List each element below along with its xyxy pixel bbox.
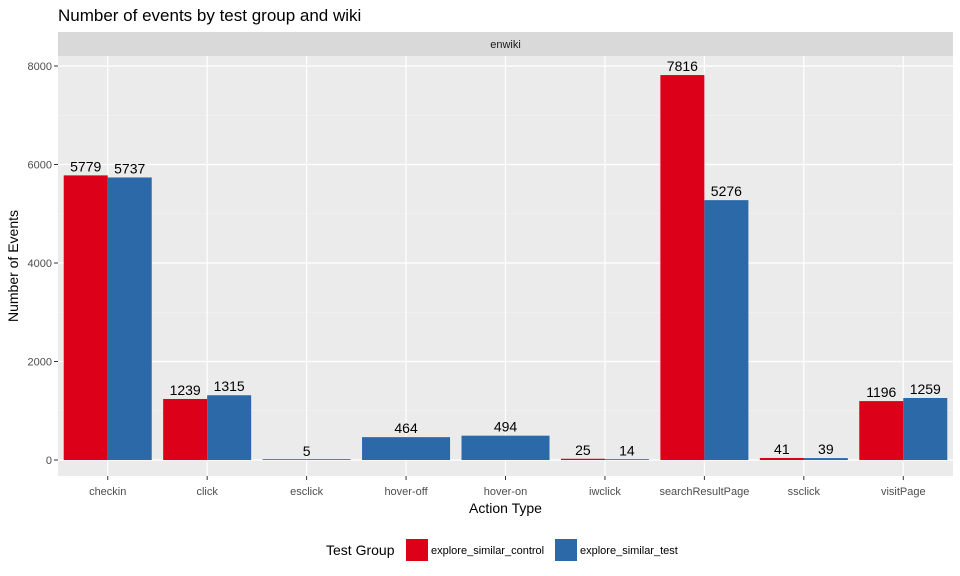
y-tick-label: 8000 — [28, 61, 52, 73]
data-label-hover-off-explore_similar_test: 464 — [394, 420, 418, 436]
data-label-click-explore_similar_control: 1239 — [170, 382, 201, 398]
bar-ssclick-explore_similar_test — [803, 458, 848, 460]
legend: Test Group explore_similar_control explor… — [326, 539, 678, 561]
x-tick-label: iwclick — [589, 486, 621, 498]
data-label-hover-on-explore_similar_test: 494 — [494, 419, 518, 435]
bar-checkin-explore_similar_control — [63, 175, 108, 460]
data-label-click-explore_similar_test: 1315 — [214, 378, 245, 394]
data-label-checkin-explore_similar_test: 5737 — [114, 160, 145, 176]
bar-checkin-explore_similar_test — [107, 177, 152, 460]
data-label-visitPage-explore_similar_test: 1259 — [910, 381, 941, 397]
legend-swatch-explore_similar_control — [406, 539, 428, 561]
legend-label-explore_similar_test: explore_similar_test — [580, 545, 678, 557]
data-label-iwclick-explore_similar_test: 14 — [619, 442, 635, 458]
data-labels: 5779 5737 1239 1315 5 464 494 25 14 7816 5276 41 39 1… — [70, 58, 941, 459]
x-tick-label: esclick — [290, 486, 324, 498]
data-label-searchResultPage-explore_similar_test: 5276 — [711, 183, 742, 199]
data-label-esclick-explore_similar_test: 5 — [303, 443, 311, 459]
bar-hover-on-explore_similar_test — [461, 435, 550, 460]
legend-label-explore_similar_control: explore_similar_control — [431, 545, 544, 557]
facet-strip — [58, 32, 953, 56]
y-axis-title: Number of Events — [5, 210, 21, 322]
y-tick-label: 6000 — [28, 160, 52, 172]
facet-label: enwiki — [490, 39, 521, 51]
y-tick-label: 2000 — [28, 357, 52, 369]
data-label-checkin-explore_similar_control: 5779 — [70, 158, 101, 174]
data-label-visitPage-explore_similar_control: 1196 — [866, 384, 896, 400]
bar-hover-off-explore_similar_test — [362, 437, 451, 460]
x-tick-label: ssclick — [788, 486, 821, 498]
x-tick-label: searchResultPage — [659, 486, 749, 498]
bar-visitPage-explore_similar_control — [859, 401, 904, 460]
x-tick-label: hover-on — [484, 486, 527, 498]
x-axis: checkin click esclick hover-off hover-on iwcl… — [89, 476, 926, 498]
y-tick-label: 0 — [46, 455, 52, 467]
legend-title: Test Group — [326, 542, 395, 558]
bar-esclick-explore_similar_test — [262, 459, 351, 460]
y-axis: 0 2000 4000 6000 8000 — [28, 61, 58, 467]
data-label-ssclick-explore_similar_test: 39 — [818, 441, 834, 457]
data-label-ssclick-explore_similar_control: 41 — [774, 441, 790, 457]
bar-searchResultPage-explore_similar_test — [704, 200, 749, 461]
bar-iwclick-explore_similar_test — [604, 459, 649, 460]
chart-title: Number of events by test group and wiki — [58, 6, 361, 25]
bars — [63, 75, 948, 461]
x-tick-label: checkin — [89, 486, 126, 498]
data-label-searchResultPage-explore_similar_control: 7816 — [667, 58, 698, 74]
y-tick-label: 4000 — [28, 258, 52, 270]
bar-click-explore_similar_test — [207, 395, 252, 460]
data-label-iwclick-explore_similar_control: 25 — [575, 442, 591, 458]
legend-swatch-explore_similar_test — [555, 539, 577, 561]
x-tick-label: click — [196, 486, 218, 498]
bar-ssclick-explore_similar_control — [759, 457, 804, 460]
bar-visitPage-explore_similar_test — [903, 397, 948, 460]
bar-click-explore_similar_control — [163, 398, 208, 460]
bar-iwclick-explore_similar_control — [560, 458, 605, 460]
x-tick-label: hover-off — [384, 486, 428, 498]
x-tick-label: visitPage — [881, 486, 926, 498]
bar-searchResultPage-explore_similar_control — [660, 75, 705, 460]
x-axis-title: Action Type — [469, 500, 542, 516]
